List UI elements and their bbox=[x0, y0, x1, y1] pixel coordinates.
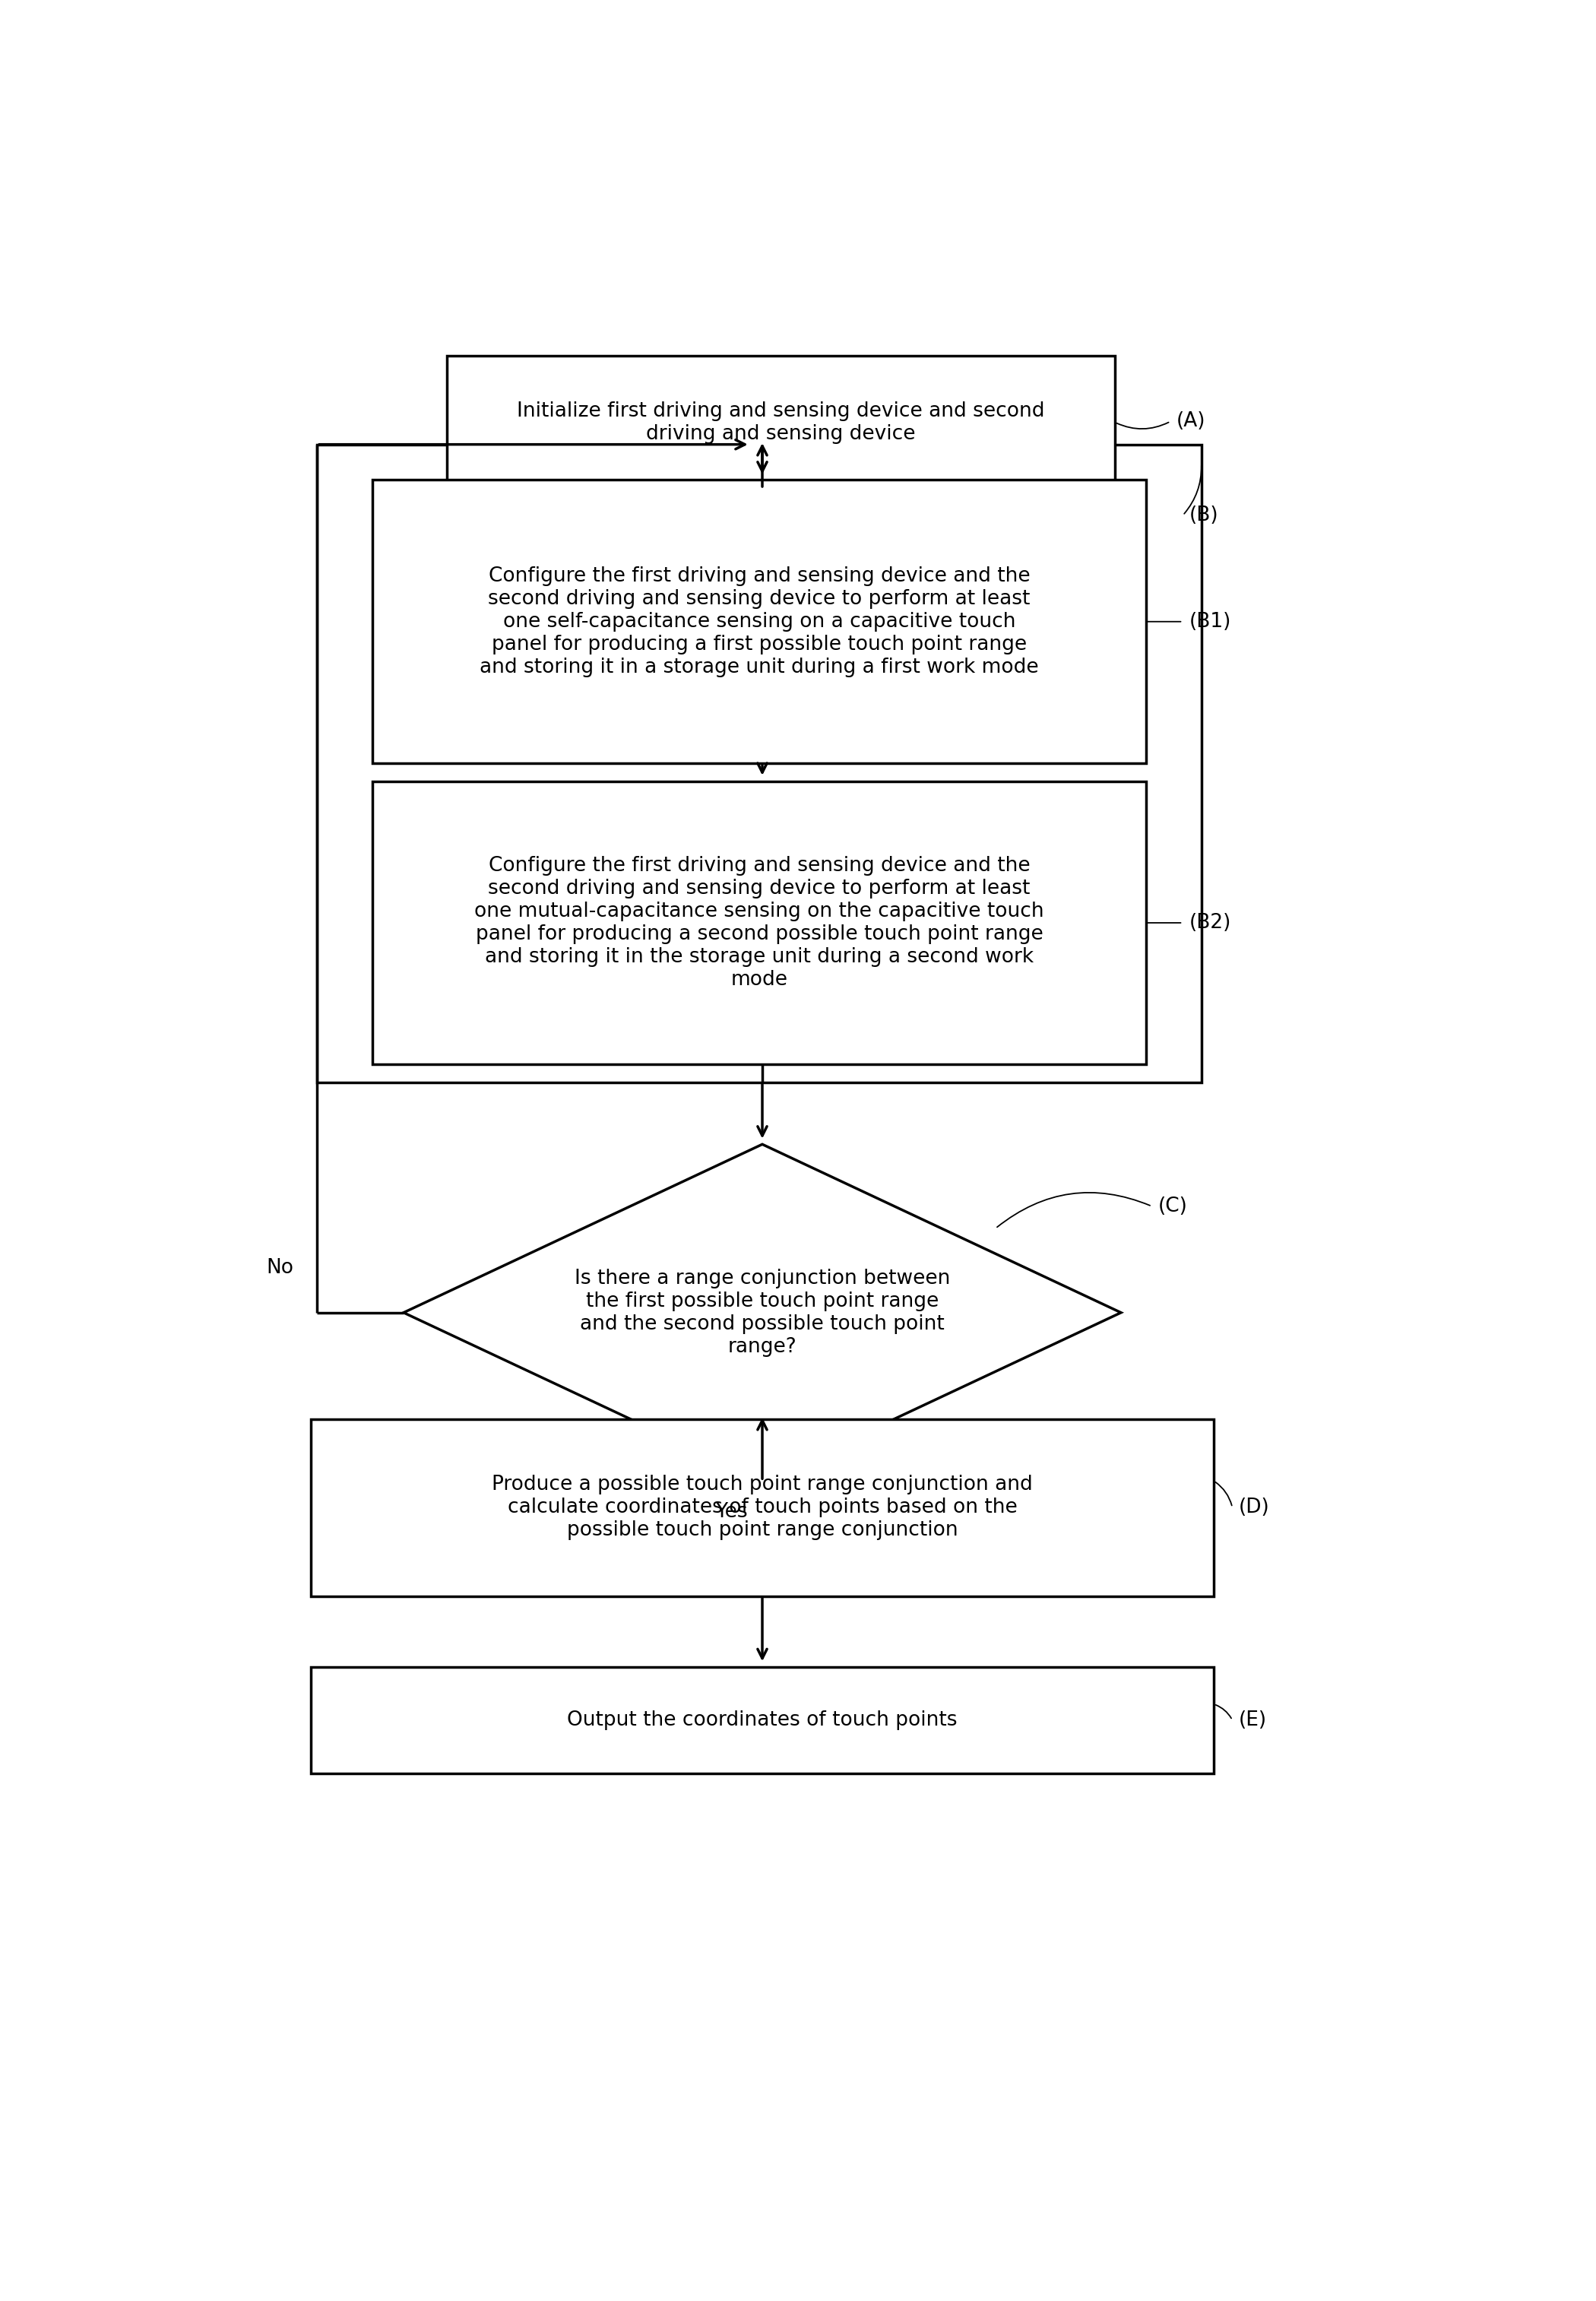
Text: No: No bbox=[267, 1259, 294, 1277]
Text: (C): (C) bbox=[1159, 1197, 1187, 1217]
FancyBboxPatch shape bbox=[311, 1420, 1213, 1597]
Text: Yes: Yes bbox=[715, 1503, 747, 1521]
FancyBboxPatch shape bbox=[373, 481, 1146, 764]
Text: (E): (E) bbox=[1238, 1710, 1267, 1730]
Text: (B): (B) bbox=[1189, 506, 1218, 525]
FancyBboxPatch shape bbox=[311, 1666, 1213, 1774]
FancyBboxPatch shape bbox=[447, 357, 1114, 488]
Text: Produce a possible touch point range conjunction and
calculate coordinates of to: Produce a possible touch point range con… bbox=[492, 1475, 1033, 1539]
Text: (A): (A) bbox=[1176, 412, 1207, 430]
Polygon shape bbox=[404, 1144, 1120, 1482]
Text: Is there a range conjunction between
the first possible touch point range
and th: Is there a range conjunction between the… bbox=[575, 1268, 950, 1358]
FancyBboxPatch shape bbox=[318, 444, 1202, 1081]
Text: (D): (D) bbox=[1238, 1498, 1269, 1516]
Text: Initialize first driving and sensing device and second
driving and sensing devic: Initialize first driving and sensing dev… bbox=[517, 400, 1045, 444]
Text: Configure the first driving and sensing device and the
second driving and sensin: Configure the first driving and sensing … bbox=[480, 566, 1039, 676]
FancyBboxPatch shape bbox=[373, 780, 1146, 1065]
Text: (B1): (B1) bbox=[1189, 612, 1231, 630]
Text: (B2): (B2) bbox=[1189, 913, 1231, 932]
Text: Output the coordinates of touch points: Output the coordinates of touch points bbox=[567, 1710, 958, 1730]
Text: Configure the first driving and sensing device and the
second driving and sensin: Configure the first driving and sensing … bbox=[474, 856, 1044, 989]
